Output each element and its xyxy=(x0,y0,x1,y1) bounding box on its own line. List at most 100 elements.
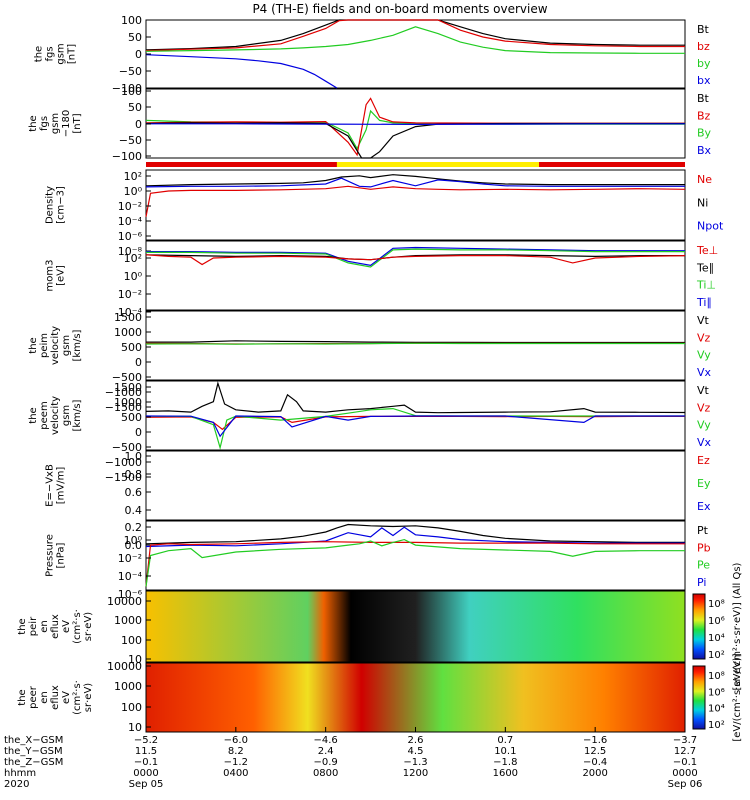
y-axis-label: peir xyxy=(28,616,39,636)
x-tick-label: 0800 xyxy=(313,768,338,779)
legend-entry: bz xyxy=(697,40,710,53)
y-axis-label: fgs xyxy=(45,46,56,61)
y-tick-label: 0 xyxy=(135,118,142,131)
y-tick-label: −1500 xyxy=(105,471,142,484)
y-tick-label: 10² xyxy=(124,170,142,183)
legend-entry: Vt xyxy=(697,314,710,327)
y-tick-label: 10⁻² xyxy=(118,288,142,301)
x-tick-label: −0.4 xyxy=(583,757,607,768)
y-axis-label: Density xyxy=(45,186,56,224)
panel-6: 1500 1000 500 0 −500 −1000 −1500 the peem velocit… xyxy=(28,380,712,484)
x-tick-label: 0000 xyxy=(133,768,158,779)
x-tick-label: Sep 06 xyxy=(668,779,703,790)
y-axis-label: the xyxy=(17,618,28,634)
x-row-label: the_X−GSM xyxy=(4,735,63,746)
y-axis-label: (cm²·s· xyxy=(72,680,83,715)
legend-entry: Vz xyxy=(697,401,711,414)
legend-entry: Bx xyxy=(697,144,712,157)
x-tick-label: 2.4 xyxy=(318,746,334,757)
colorbar xyxy=(692,665,706,730)
x-tick-label: 8.2 xyxy=(228,746,244,757)
series-Pi xyxy=(145,526,685,548)
y-tick-label: −500 xyxy=(112,441,142,454)
panel-frame xyxy=(145,450,686,521)
y-axis-label: the xyxy=(17,689,28,705)
panel-4: 10² 10⁰ 10⁻² 10⁻⁴ mom3 [eV] Te⊥ Te∥ Ti⊥ Ti∥ xyxy=(45,240,718,319)
y-axis-label: [nT] xyxy=(67,44,78,64)
y-tick-label: 0 xyxy=(135,356,142,369)
y-axis-label: peem xyxy=(39,401,50,429)
legend-entry: Pe xyxy=(697,559,710,572)
x-tick-label: 0400 xyxy=(223,768,248,779)
x-tick-label: −1.2 xyxy=(224,757,248,768)
series-Vy xyxy=(145,407,685,451)
y-tick-label: −50 xyxy=(119,134,142,147)
y-tick-label: 0.6 xyxy=(125,486,143,499)
y-tick-label: 500 xyxy=(121,411,142,424)
y-axis-label: sr·eV) xyxy=(83,612,94,641)
y-tick-label: 10⁰ xyxy=(124,270,143,283)
panel-frame xyxy=(145,590,686,663)
x-row-label: hhmm xyxy=(4,768,36,779)
y-axis-label: peim xyxy=(39,333,50,358)
series-Bz xyxy=(145,97,685,157)
series-Vy xyxy=(145,342,685,345)
colorbar-tick-label: 10² xyxy=(708,650,725,661)
x-row-label: the_Y−GSM xyxy=(4,746,63,757)
panel-2: 100 50 0 −50 −100 the fgs gsm −180 [nT] Bt Bz By Bx xyxy=(28,85,712,163)
x-tick-label: 0.7 xyxy=(497,735,513,746)
y-axis-label: [km/s] xyxy=(72,329,83,361)
series-bz xyxy=(145,19,685,52)
y-axis-label: [eV] xyxy=(56,265,67,286)
y-tick-label: 100 xyxy=(121,701,142,714)
y-tick-label: 10⁻² xyxy=(118,552,142,565)
y-tick-label: 10⁻⁴ xyxy=(118,306,143,319)
y-tick-label: 10⁻⁶ xyxy=(118,588,143,601)
y-tick-label: 1000 xyxy=(114,614,142,627)
x-tick-label: 1200 xyxy=(403,768,428,779)
y-axis-label: [nPa] xyxy=(56,542,67,568)
panel-10: 10⁸ 10⁶ 10⁴ 10² 10000 1000 100 10 the peer en eflux… xyxy=(17,653,743,741)
x-tick-label: 10.1 xyxy=(494,746,516,757)
legend-entry: Pt xyxy=(697,524,709,537)
legend-entry: Vt xyxy=(697,384,710,397)
x-tick-label: −5.2 xyxy=(134,735,158,746)
legend-entry: Pb xyxy=(697,541,711,554)
y-axis-label: [km/s] xyxy=(72,399,83,431)
y-tick-label: −1500 xyxy=(105,401,142,414)
legend-entry: Vx xyxy=(697,366,712,379)
y-tick-label: −500 xyxy=(112,371,142,384)
series-Pb xyxy=(145,541,685,587)
y-tick-label: 10 xyxy=(128,653,142,666)
colorbar-tick-label: 10⁴ xyxy=(708,704,725,715)
x-row-label: 2020 xyxy=(4,779,29,790)
y-tick-label: 100 xyxy=(121,634,142,647)
legend-entry: Te⊥ xyxy=(696,244,718,257)
series-Pt xyxy=(145,523,685,545)
legend-entry: Ti∥ xyxy=(696,296,712,309)
y-tick-label: 10⁰ xyxy=(124,534,143,547)
panel-3: 10² 10⁰ 10⁻² 10⁻⁴ 10⁻⁶ 10⁻⁸ Density [cm−3] Ne Ni N… xyxy=(45,169,724,258)
x-tick-label: −6.0 xyxy=(224,735,248,746)
series-Vx xyxy=(145,415,685,438)
y-axis-label: en xyxy=(39,620,50,633)
x-tick-label: 12.7 xyxy=(674,746,696,757)
y-axis-label: peer xyxy=(28,685,39,709)
legend-entry: Ti⊥ xyxy=(696,279,716,292)
legend-entry: Pi xyxy=(697,576,706,589)
colorbar-tick-label: 10⁸ xyxy=(708,671,725,682)
y-tick-label: 50 xyxy=(128,31,142,44)
y-axis-label: eflux xyxy=(50,685,61,710)
legend-entry: Bt xyxy=(697,23,710,36)
y-tick-label: 0.4 xyxy=(125,504,143,517)
y-tick-label: −50 xyxy=(119,65,142,78)
panel-frame xyxy=(145,19,686,89)
y-tick-label: 1000 xyxy=(114,326,142,339)
plot-title: P4 (TH-E) fields and on-board moments ov… xyxy=(252,2,547,16)
y-tick-label: −1000 xyxy=(105,386,142,399)
y-axis-label: sr·eV) xyxy=(83,683,94,712)
legend-entry: bx xyxy=(697,74,711,87)
panel-7: 1.0 0.8 0.6 0.4 0.2 0.0 E=−VxB [mV/m] Ez Ey Ex xyxy=(45,450,711,552)
x-tick-label: 11.5 xyxy=(135,746,157,757)
